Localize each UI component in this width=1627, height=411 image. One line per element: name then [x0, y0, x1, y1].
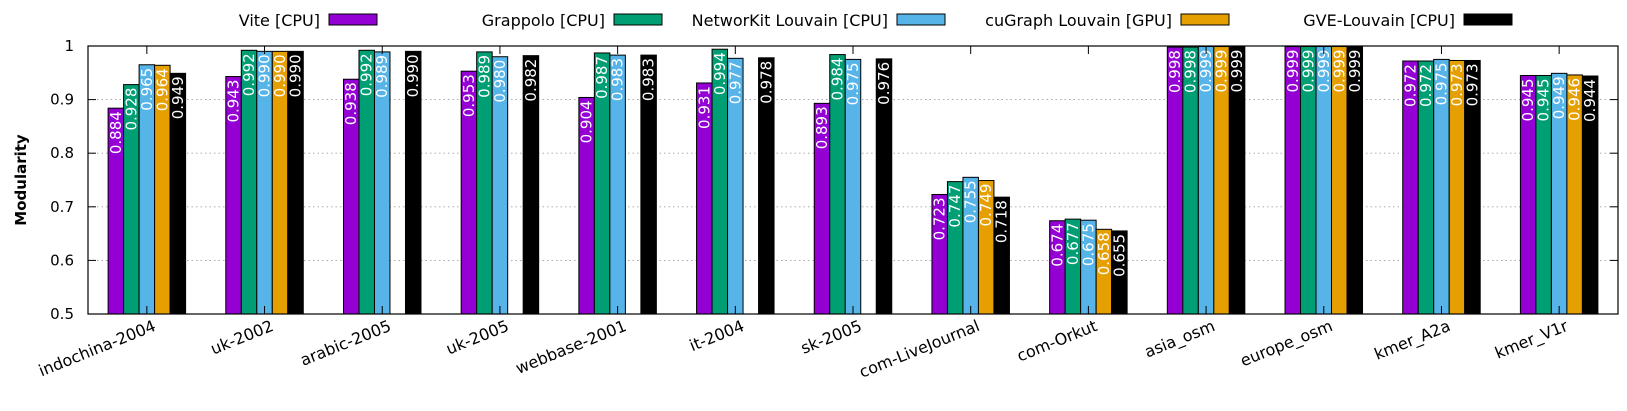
- bar-value-label: 0.987: [593, 56, 611, 99]
- bar-value-label: 0.655: [1110, 234, 1128, 277]
- legend-swatch: [1463, 13, 1513, 26]
- legend-swatch: [328, 13, 378, 26]
- bar-value-label: 0.999: [1315, 50, 1333, 93]
- legend-swatch: [613, 13, 663, 26]
- x-tick-label: com-Orkut: [1014, 316, 1100, 365]
- bar-value-label: 0.945: [1535, 78, 1553, 121]
- bar-value-label: 0.946: [1566, 78, 1584, 121]
- x-tick-label: uk-2005: [443, 316, 511, 358]
- bar-value-label: 0.994: [711, 52, 729, 95]
- bar-value-label: 0.949: [1550, 76, 1568, 119]
- bar-value-label: 0.972: [1417, 64, 1435, 107]
- bar-value-label: 0.675: [1079, 223, 1097, 266]
- x-tick-label: kmer_A2a: [1371, 316, 1453, 365]
- bar-value-label: 0.992: [358, 53, 376, 96]
- x-tick-label: sk-2005: [798, 316, 865, 358]
- bar-value-label: 0.999: [1299, 50, 1317, 93]
- bar-value-label: 0.989: [373, 55, 391, 98]
- bar-value-label: 0.999: [1330, 50, 1348, 93]
- bar-value-label: 0.990: [404, 54, 422, 97]
- y-tick-label: 0.9: [50, 91, 74, 109]
- bar-value-label: 0.953: [460, 74, 478, 117]
- bar-value-label: 0.943: [225, 80, 243, 123]
- legend-label: cuGraph Louvain [GPU]: [985, 11, 1172, 30]
- bar-value-label: 0.973: [1448, 63, 1466, 106]
- bar-value-label: 0.945: [1519, 78, 1537, 121]
- bar-value-label: 0.973: [1463, 63, 1481, 106]
- x-tick-label: europe_osm: [1238, 316, 1336, 371]
- bars-layer: [107, 46, 1599, 315]
- y-tick-label: 0.5: [50, 305, 74, 323]
- bar-value-label: 0.755: [962, 180, 980, 223]
- bar-value-label: 0.983: [640, 58, 658, 101]
- bar-value-label: 0.972: [1401, 64, 1419, 107]
- bar-value-label: 0.975: [844, 62, 862, 105]
- y-tick-label: 0.8: [50, 144, 74, 162]
- y-tick-label: 0.7: [50, 198, 74, 216]
- bar-value-label: 0.999: [1228, 50, 1246, 93]
- bar-value-label: 0.975: [1432, 62, 1450, 105]
- bar-value-label: 0.999: [1197, 50, 1215, 93]
- bar-value-label: 0.928: [122, 88, 140, 131]
- bar-value-label: 0.990: [271, 54, 289, 97]
- legend-swatch: [896, 13, 946, 26]
- bar-value-label: 0.747: [946, 185, 964, 228]
- bar-value-label: 0.998: [1182, 50, 1200, 93]
- bar-value-label: 0.938: [342, 82, 360, 125]
- x-tick-label: asia_osm: [1142, 316, 1218, 362]
- bar-value-label: 0.977: [726, 61, 744, 104]
- bar-value-label: 0.976: [875, 62, 893, 105]
- legend-label: NetworKit Louvain [CPU]: [692, 11, 888, 30]
- bar-value-label: 0.984: [829, 58, 847, 101]
- bar-value-label: 0.674: [1048, 224, 1066, 267]
- bar-value-label: 0.990: [287, 54, 305, 97]
- bar-value-label: 0.978: [757, 61, 775, 104]
- bar-value-label: 0.989: [475, 55, 493, 98]
- legend-label: Vite [CPU]: [239, 11, 320, 30]
- bar-value-label: 0.992: [240, 53, 258, 96]
- x-tick-label: uk-2002: [208, 316, 276, 358]
- bar-value-label: 0.998: [1166, 50, 1184, 93]
- bar-value-label: 0.965: [138, 68, 156, 111]
- x-tick-label: com-LiveJournal: [856, 316, 982, 382]
- x-tick-label: it-2004: [687, 316, 747, 355]
- y-axis-title: Modularity: [12, 134, 30, 226]
- bar-value-label: 0.884: [107, 111, 125, 154]
- bar-value-label: 0.749: [977, 184, 995, 227]
- x-tick-label: webbase-2001: [513, 316, 629, 378]
- bar-value-label: 0.983: [609, 58, 627, 101]
- bar-value-label: 0.949: [169, 76, 187, 119]
- bar-value-label: 0.999: [1346, 50, 1364, 93]
- bar-value-label: 0.980: [491, 60, 509, 103]
- x-tick-label: indochina-2004: [36, 316, 158, 380]
- legend-label: GVE-Louvain [CPU]: [1303, 11, 1455, 30]
- bar-value-label: 0.964: [153, 68, 171, 111]
- legend: Vite [CPU] Grappolo [CPU] NetworKit Louvai…: [239, 11, 1513, 30]
- bar-value-label: 0.658: [1095, 232, 1113, 275]
- bar-value-label: 0.931: [695, 86, 713, 129]
- y-tick-label: 1: [64, 37, 74, 55]
- x-tick-label: arabic-2005: [298, 316, 394, 370]
- x-tick-label: kmer_V1r: [1492, 316, 1571, 364]
- bar-value-label: 0.999: [1213, 50, 1231, 93]
- legend-swatch: [1180, 13, 1230, 26]
- bar-value-label: 0.944: [1581, 79, 1599, 122]
- bar-value-label: 0.990: [256, 54, 274, 97]
- bar-value-label: 0.718: [993, 200, 1011, 243]
- bar-value-label: 0.904: [578, 100, 596, 143]
- bar-value-label: 0.893: [813, 106, 831, 149]
- bar-value-label: 0.999: [1284, 50, 1302, 93]
- y-tick-label: 0.6: [50, 251, 74, 269]
- bar-value-label: 0.723: [931, 197, 949, 240]
- bar-value-label: 0.982: [522, 59, 540, 102]
- bar-value-label: 0.677: [1064, 222, 1082, 265]
- legend-label: Grappolo [CPU]: [482, 11, 605, 30]
